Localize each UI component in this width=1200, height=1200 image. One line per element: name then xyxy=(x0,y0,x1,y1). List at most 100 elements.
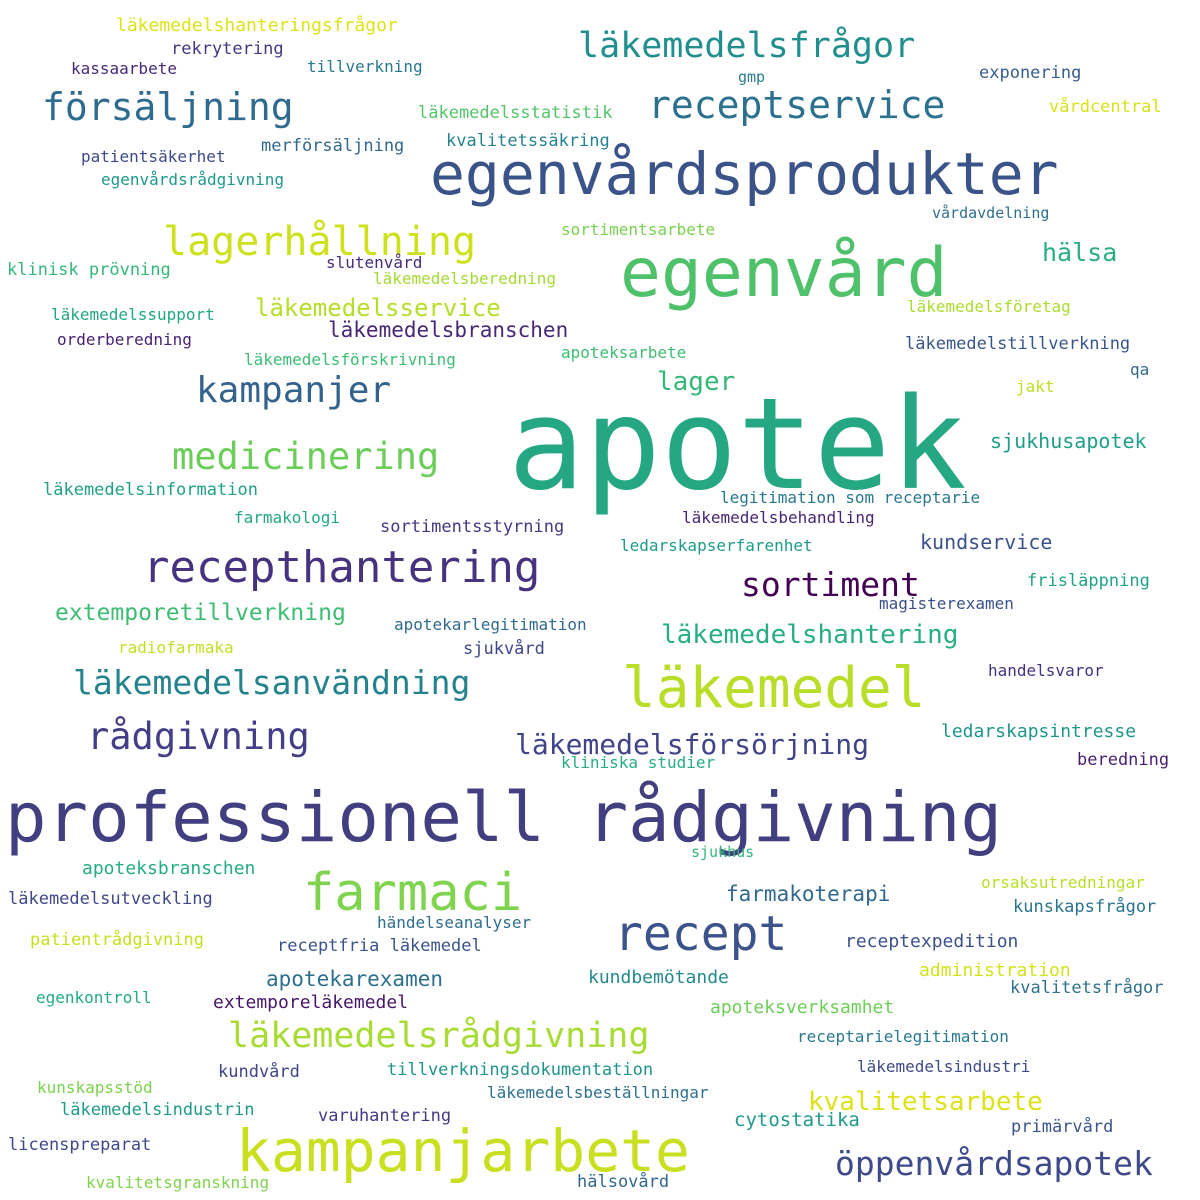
cloud-word: läkemedelsrådgivning xyxy=(228,1016,650,1056)
cloud-word: gmp xyxy=(738,68,766,86)
cloud-word: läkemedelsindustrin xyxy=(60,1100,255,1120)
cloud-word: legitimation som receptarie xyxy=(720,488,981,507)
cloud-word: magisterexamen xyxy=(879,594,1014,613)
cloud-word: apotekarlegitimation xyxy=(394,615,587,634)
cloud-word: läkemedelshantering xyxy=(661,620,959,650)
cloud-word: öppenvårdsapotek xyxy=(835,1144,1153,1183)
cloud-word: egenvårdsrådgivning xyxy=(101,170,285,189)
cloud-word: ledarskapserfarenhet xyxy=(620,536,813,555)
cloud-word: läkemedelsinformation xyxy=(43,480,258,500)
cloud-word: kvalitetssäkring xyxy=(446,131,610,151)
cloud-word: apoteksverksamhet xyxy=(710,997,895,1018)
cloud-word: kliniska studier xyxy=(561,753,716,772)
cloud-word: licenspreparat xyxy=(8,1135,152,1155)
cloud-word: kundvård xyxy=(218,1062,300,1082)
cloud-word: lagerhållning xyxy=(163,219,477,265)
cloud-word: försäljning xyxy=(42,85,294,129)
cloud-word: klinisk prövning xyxy=(7,260,171,280)
cloud-word: sortimentsarbete xyxy=(561,220,716,239)
cloud-word: sortiment xyxy=(741,565,920,604)
cloud-word: kundbemötande xyxy=(588,967,729,988)
cloud-word: läkemedelsbeställningar xyxy=(487,1083,709,1102)
cloud-word: läkemedelshanteringsfrågor xyxy=(116,15,398,36)
cloud-word: sjukhusapotek xyxy=(990,429,1147,453)
cloud-word: merförsäljning xyxy=(261,136,405,156)
cloud-word: rådgivning xyxy=(87,715,310,758)
cloud-word: läkemedel xyxy=(622,656,926,721)
cloud-word: patientrådgivning xyxy=(30,930,204,950)
cloud-word: läkemedelsservice xyxy=(255,294,501,322)
cloud-word: orderberedning xyxy=(57,330,192,349)
cloud-word: recept xyxy=(614,906,788,962)
cloud-word: extemporeläkemedel xyxy=(213,992,409,1013)
cloud-word: farmakologi xyxy=(234,508,340,527)
cloud-word: läkemedelsanvändning xyxy=(73,663,471,702)
cloud-word: tillverkning xyxy=(307,57,423,76)
cloud-word: lager xyxy=(657,367,736,397)
cloud-word: kampanjer xyxy=(196,370,392,411)
cloud-word: läkemedelstillverkning xyxy=(905,334,1131,354)
cloud-word: sortimentsstyrning xyxy=(380,517,565,537)
cloud-word: läkemedelsindustri xyxy=(857,1057,1031,1076)
cloud-word: apoteksarbete xyxy=(561,343,687,362)
cloud-word: kvalitetsarbete xyxy=(808,1087,1043,1117)
cloud-word: receptfria läkemedel xyxy=(277,936,482,956)
cloud-word: qa xyxy=(1130,360,1150,379)
cloud-word: vårdavdelning xyxy=(932,204,1050,222)
cloud-word: rekrytering xyxy=(171,39,284,59)
cloud-word: kunskapsfrågor xyxy=(1013,897,1157,917)
cloud-word: egenvårdsprodukter xyxy=(430,140,1059,208)
cloud-word: kunskapsstöd xyxy=(37,1078,153,1097)
cloud-word: receptarielegitimation xyxy=(797,1027,1009,1046)
cloud-word: radiofarmaka xyxy=(118,638,234,657)
cloud-word: läkemedelsbranschen xyxy=(328,318,569,342)
cloud-word: läkemedelsförskrivning xyxy=(244,350,456,369)
cloud-word: kundservice xyxy=(920,530,1053,554)
cloud-word: kvalitetsgranskning xyxy=(86,1173,270,1192)
cloud-word: frisläppning xyxy=(1027,571,1150,591)
cloud-word: ledarskapsintresse xyxy=(941,721,1137,742)
cloud-word: läkemedelssupport xyxy=(51,305,215,324)
cloud-word: händelseanalyser xyxy=(377,913,532,932)
cloud-word: receptservice xyxy=(648,83,946,127)
cloud-word: läkemedelsfrågor xyxy=(578,26,916,66)
cloud-word: apotek xyxy=(508,370,967,518)
cloud-word: extemporetillverkning xyxy=(55,600,346,626)
cloud-word: medicinering xyxy=(172,435,440,478)
cloud-word: varuhantering xyxy=(318,1106,452,1126)
cloud-word: apotekarexamen xyxy=(266,967,444,991)
cloud-word: farmakoterapi xyxy=(726,882,891,906)
cloud-word: administration xyxy=(919,960,1071,981)
cloud-word: jakt xyxy=(1016,377,1055,396)
cloud-word: beredning xyxy=(1077,750,1170,770)
cloud-word: hälsa xyxy=(1042,238,1118,267)
cloud-word: primärvård xyxy=(1011,1117,1114,1137)
cloud-word: hälsovård xyxy=(577,1172,670,1192)
cloud-word: patientsäkerhet xyxy=(81,147,226,166)
cloud-word: läkemedelsbehandling xyxy=(682,508,875,527)
cloud-word: receptexpedition xyxy=(845,931,1019,952)
cloud-word: läkemedelsberedning xyxy=(373,269,557,288)
cloud-word: handelsvaror xyxy=(988,661,1104,680)
cloud-word: sjukhus xyxy=(691,843,755,861)
cloud-word: kassaarbete xyxy=(71,59,177,78)
cloud-word: egenvård xyxy=(620,234,948,313)
cloud-word: läkemedelsutveckling xyxy=(8,889,213,909)
cloud-word: apoteksbranschen xyxy=(82,858,256,879)
cloud-word: farmaci xyxy=(303,863,523,923)
cloud-word: slutenvård xyxy=(326,253,423,272)
cloud-word: recepthantering xyxy=(143,542,541,593)
cloud-word: sjukvård xyxy=(463,639,545,659)
cloud-word: tillverkningsdokumentation xyxy=(387,1060,654,1080)
cloud-word: läkemedelsförsörjning xyxy=(515,728,870,761)
cloud-word: vårdcentral xyxy=(1049,97,1162,117)
cloud-word: kvalitetsfrågor xyxy=(1010,978,1164,998)
cloud-word: orsaksutredningar xyxy=(981,873,1145,892)
cloud-word: läkemedelsstatistik xyxy=(418,103,613,123)
cloud-word: exponering xyxy=(979,63,1082,83)
cloud-word: egenkontroll xyxy=(36,988,152,1007)
cloud-word: professionell rådgivning xyxy=(5,778,1002,858)
cloud-word: kampanjarbete xyxy=(236,1117,690,1185)
cloud-word: läkemedelsföretag xyxy=(907,297,1071,316)
